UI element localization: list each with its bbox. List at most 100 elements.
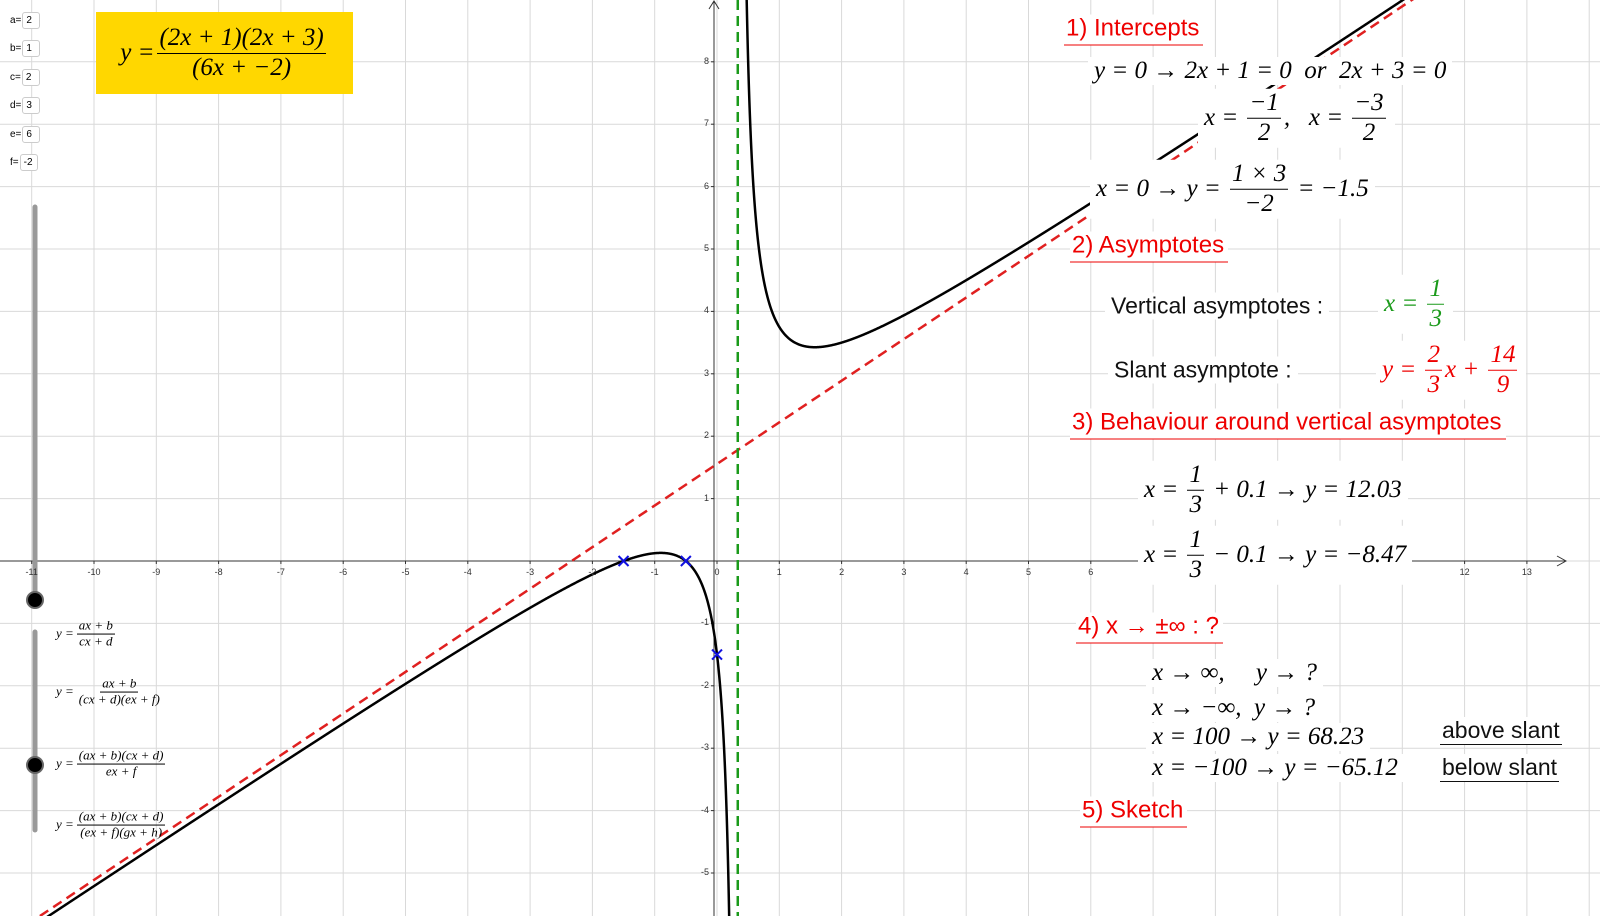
y-tick-label: 2 [703, 430, 709, 441]
y-tick-label: 3 [703, 367, 709, 378]
parameter-input: c= 2 [10, 68, 40, 86]
denominator: 9 [1496, 370, 1510, 398]
panel-text: x = 100 → y = 68.23 [1146, 723, 1371, 751]
template-formula[interactable]: y = ax + b (cx + d)(ex + f) [56, 675, 165, 708]
text-part: Vertical asymptotes : [1111, 292, 1324, 319]
template-formula[interactable]: y = (ax + b)(cx + d) ex + f [56, 747, 168, 780]
numerator: ax + b [100, 675, 139, 693]
panel-text: 1) Intercepts [1064, 14, 1204, 46]
denominator: 3 [1189, 555, 1202, 583]
x-tick-label: -5 [401, 567, 410, 577]
formula-lhs: y = [120, 39, 155, 66]
x-tick-label: -11 [25, 567, 38, 577]
text-part: 1) Intercepts [1066, 14, 1200, 42]
slider-handle [26, 591, 44, 609]
cross-line [617, 555, 630, 567]
slider-handle [26, 756, 44, 774]
parameter-value[interactable]: -2 [19, 154, 38, 171]
numerator: −3 [1352, 89, 1386, 119]
intercept-point [711, 648, 723, 661]
y-tick-label: -4 [700, 804, 709, 815]
fraction: −1 2 [1247, 89, 1281, 148]
denominator: (6x + −2) [192, 53, 292, 81]
y-tick-label: 5 [703, 243, 709, 253]
denominator: 3 [1429, 304, 1442, 332]
text-part: = −1.5 [1291, 175, 1369, 202]
panel-text: 5) Sketch [1080, 796, 1188, 828]
x-tick-label: 6 [1088, 567, 1094, 577]
text-part: x + [1444, 356, 1486, 383]
denominator: 2 [1257, 118, 1271, 146]
formula-box: y = (2x + 1)(2x + 3) (6x + −2) [96, 12, 353, 94]
parameter-label: b= [10, 43, 22, 55]
numerator: 1 [1187, 526, 1204, 556]
panel-text: 3) Behaviour around vertical asymptotes [1070, 408, 1506, 440]
numerator: 14 [1488, 341, 1518, 371]
parameter-value[interactable]: 1 [22, 40, 41, 58]
x-tick-label: -10 [87, 567, 101, 577]
text-part: x → ∞, y → ? [1152, 659, 1318, 686]
x-tick-label: 1 [776, 567, 782, 577]
text-part: x → −∞, y → ? [1152, 694, 1316, 721]
y-axis-arrow [708, 0, 720, 10]
parameter-label: d= [10, 100, 22, 112]
panel-text: Slant asymptote : [1108, 356, 1298, 384]
parameter-value[interactable]: 2 [22, 12, 41, 29]
y-tick-label: 4 [703, 305, 709, 316]
x-tick-label: 12 [1459, 567, 1470, 577]
x-tick-label: -7 [276, 567, 285, 577]
parameter-label: f= [10, 157, 19, 168]
y-tick-label: 1 [703, 492, 709, 503]
y-tick-label: -1 [700, 617, 709, 628]
parameter-label: e= [10, 128, 22, 140]
text-part: x = [1204, 104, 1245, 131]
x-tick-label: -6 [339, 567, 348, 577]
panel-text: x = 0 → y = 1 × 3 −2 = −1.5 [1090, 159, 1375, 219]
parameter-input: f= -2 [10, 154, 38, 171]
parameter-label: c= [10, 71, 21, 83]
text-part: x = −100 → y = −65.12 [1152, 754, 1398, 781]
fraction: (ax + b)(cx + d) (ex + f)(gx + h) [76, 809, 166, 841]
x-tick-label: -8 [214, 567, 223, 577]
parameter-value[interactable]: 2 [21, 68, 40, 86]
numerator: ax + b [76, 617, 115, 635]
numerator: 2 [1425, 341, 1442, 371]
x-tick-label: 0 [714, 567, 720, 577]
text-part: − 0.1 → y = −8.47 [1206, 541, 1407, 568]
parameter-value[interactable]: 3 [22, 97, 41, 115]
fraction: ax + b (cx + d)(ex + f) [77, 675, 162, 708]
text-part: x = [1144, 541, 1185, 568]
panel-text: 2) Asymptotes [1070, 231, 1229, 263]
intercept-point [617, 555, 630, 567]
text-part: x = 0 → y = [1096, 175, 1227, 202]
template-formula[interactable]: y = (ax + b)(cx + d) (ex + f)(gx + h) [56, 809, 168, 841]
denominator: cx + d [79, 633, 113, 649]
text-part: 2) Asymptotes [1072, 231, 1225, 259]
x-tick-label: 5 [1025, 567, 1031, 577]
parameter-value[interactable]: 6 [22, 125, 41, 143]
cross-line [711, 648, 723, 661]
y-tick-label: 8 [703, 55, 709, 66]
x-tick-label: 2 [839, 567, 845, 577]
parameter-input: d= 3 [10, 97, 41, 115]
template-formula[interactable]: y = ax + b cx + d [56, 617, 118, 650]
denominator: 3 [1427, 370, 1440, 398]
panel-text: 4) x → ±∞ : ? [1076, 612, 1223, 644]
parameter-input: e= 6 [10, 125, 41, 143]
numerator: (ax + b)(cx + d) [76, 747, 166, 765]
text-part: above slant [1442, 717, 1560, 743]
text-part: x = [1144, 476, 1185, 503]
x-tick-label: 3 [901, 567, 907, 577]
text-part: 4) x → ±∞ : ? [1078, 612, 1219, 640]
numerator: (2x + 1)(2x + 3) [157, 24, 326, 54]
